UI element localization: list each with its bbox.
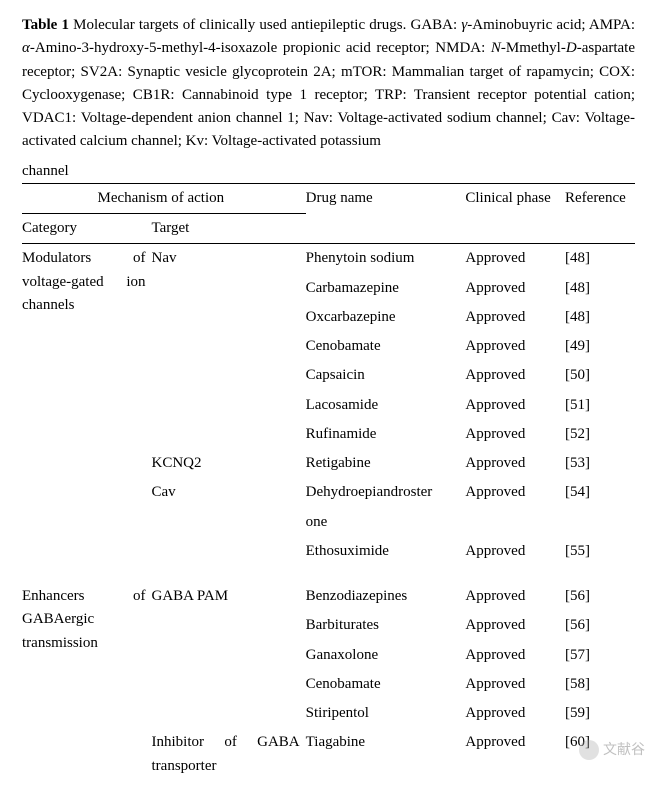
caption-last-line: channel (22, 160, 635, 183)
cell-reference: [60] (565, 728, 635, 781)
cell-phase: Approved (465, 391, 565, 420)
cell-target: GABA PAM (152, 582, 306, 611)
cell-phase: Approved (465, 361, 565, 390)
cell-reference: [55] (565, 537, 635, 566)
cell-reference: [48] (565, 274, 635, 303)
spacer-row (22, 566, 635, 582)
cell-reference: [56] (565, 611, 635, 640)
cell-drug: Rufinamide (306, 420, 466, 449)
cell-phase: Approved (465, 670, 565, 699)
cell-target (152, 641, 306, 670)
cell-target: Nav (152, 244, 306, 274)
header-target: Target (152, 214, 306, 244)
cell-drug: Retigabine (306, 449, 466, 478)
cell-drug: Cenobamate (306, 332, 466, 361)
cell-target (152, 303, 306, 332)
cell-phase: Approved (465, 274, 565, 303)
cell-phase: Approved (465, 244, 565, 274)
caption-label: Table 1 (22, 17, 69, 33)
cell-reference: [48] (565, 244, 635, 274)
cell-drug: Oxcarbazepine (306, 303, 466, 332)
cell-reference: [57] (565, 641, 635, 670)
cell-drug: Lacosamide (306, 391, 466, 420)
cell-target: Cav (152, 478, 306, 507)
table-row: Modulators of voltage-gated ion channels… (22, 244, 635, 274)
cell-phase: Approved (465, 449, 565, 478)
table-body: Modulators of voltage-gated ion channels… (22, 244, 635, 781)
cell-phase: Approved (465, 611, 565, 640)
cell-phase: Approved (465, 641, 565, 670)
cell-target (152, 508, 306, 537)
cell-drug: Tiagabine (306, 728, 466, 781)
cell-drug: Dehydroepiandroster (306, 478, 466, 507)
cell-phase: Approved (465, 303, 565, 332)
cell-drug: Cenobamate (306, 670, 466, 699)
cell-category: Modulators of voltage-gated ion channels (22, 244, 152, 566)
cell-drug: Ethosuximide (306, 537, 466, 566)
cell-target: Inhibitor of GABA transporter (152, 728, 306, 781)
cell-drug: Phenytoin sodium (306, 244, 466, 274)
cell-drug: Benzodiazepines (306, 582, 466, 611)
cell-target (152, 332, 306, 361)
cell-reference: [50] (565, 361, 635, 390)
header-drug: Drug name (306, 183, 466, 213)
table-row: Enhancers of GABAergic transmissionGABA … (22, 582, 635, 611)
cell-phase (465, 508, 565, 537)
cell-phase: Approved (465, 478, 565, 507)
cell-target (152, 670, 306, 699)
header-category: Category (22, 214, 152, 244)
drug-table: Mechanism of action Drug name Clinical p… (22, 183, 635, 781)
cell-reference: [49] (565, 332, 635, 361)
cell-reference: [51] (565, 391, 635, 420)
cell-reference (565, 508, 635, 537)
cell-reference: [58] (565, 670, 635, 699)
cell-drug: Ganaxolone (306, 641, 466, 670)
table-caption: Table 1 Molecular targets of clinically … (22, 14, 635, 154)
cell-target (152, 611, 306, 640)
cell-reference: [56] (565, 582, 635, 611)
cell-drug: Capsaicin (306, 361, 466, 390)
cell-target (152, 420, 306, 449)
cell-reference: [52] (565, 420, 635, 449)
header-mechanism: Mechanism of action (22, 183, 306, 213)
cell-reference: [59] (565, 699, 635, 728)
header-ref: Reference (565, 183, 635, 213)
cell-reference: [48] (565, 303, 635, 332)
cell-target (152, 361, 306, 390)
cell-reference: [54] (565, 478, 635, 507)
cell-category: Enhancers of GABAergic transmission (22, 582, 152, 781)
cell-target (152, 274, 306, 303)
cell-phase: Approved (465, 537, 565, 566)
cell-phase: Approved (465, 332, 565, 361)
cell-drug: one (306, 508, 466, 537)
cell-phase: Approved (465, 699, 565, 728)
cell-reference: [53] (565, 449, 635, 478)
cell-phase: Approved (465, 728, 565, 781)
cell-target (152, 537, 306, 566)
cell-target (152, 391, 306, 420)
cell-drug: Stiripentol (306, 699, 466, 728)
header-phase: Clinical phase (465, 183, 565, 213)
cell-target (152, 699, 306, 728)
cell-phase: Approved (465, 582, 565, 611)
cell-drug: Barbiturates (306, 611, 466, 640)
cell-phase: Approved (465, 420, 565, 449)
cell-target: KCNQ2 (152, 449, 306, 478)
cell-drug: Carbamazepine (306, 274, 466, 303)
